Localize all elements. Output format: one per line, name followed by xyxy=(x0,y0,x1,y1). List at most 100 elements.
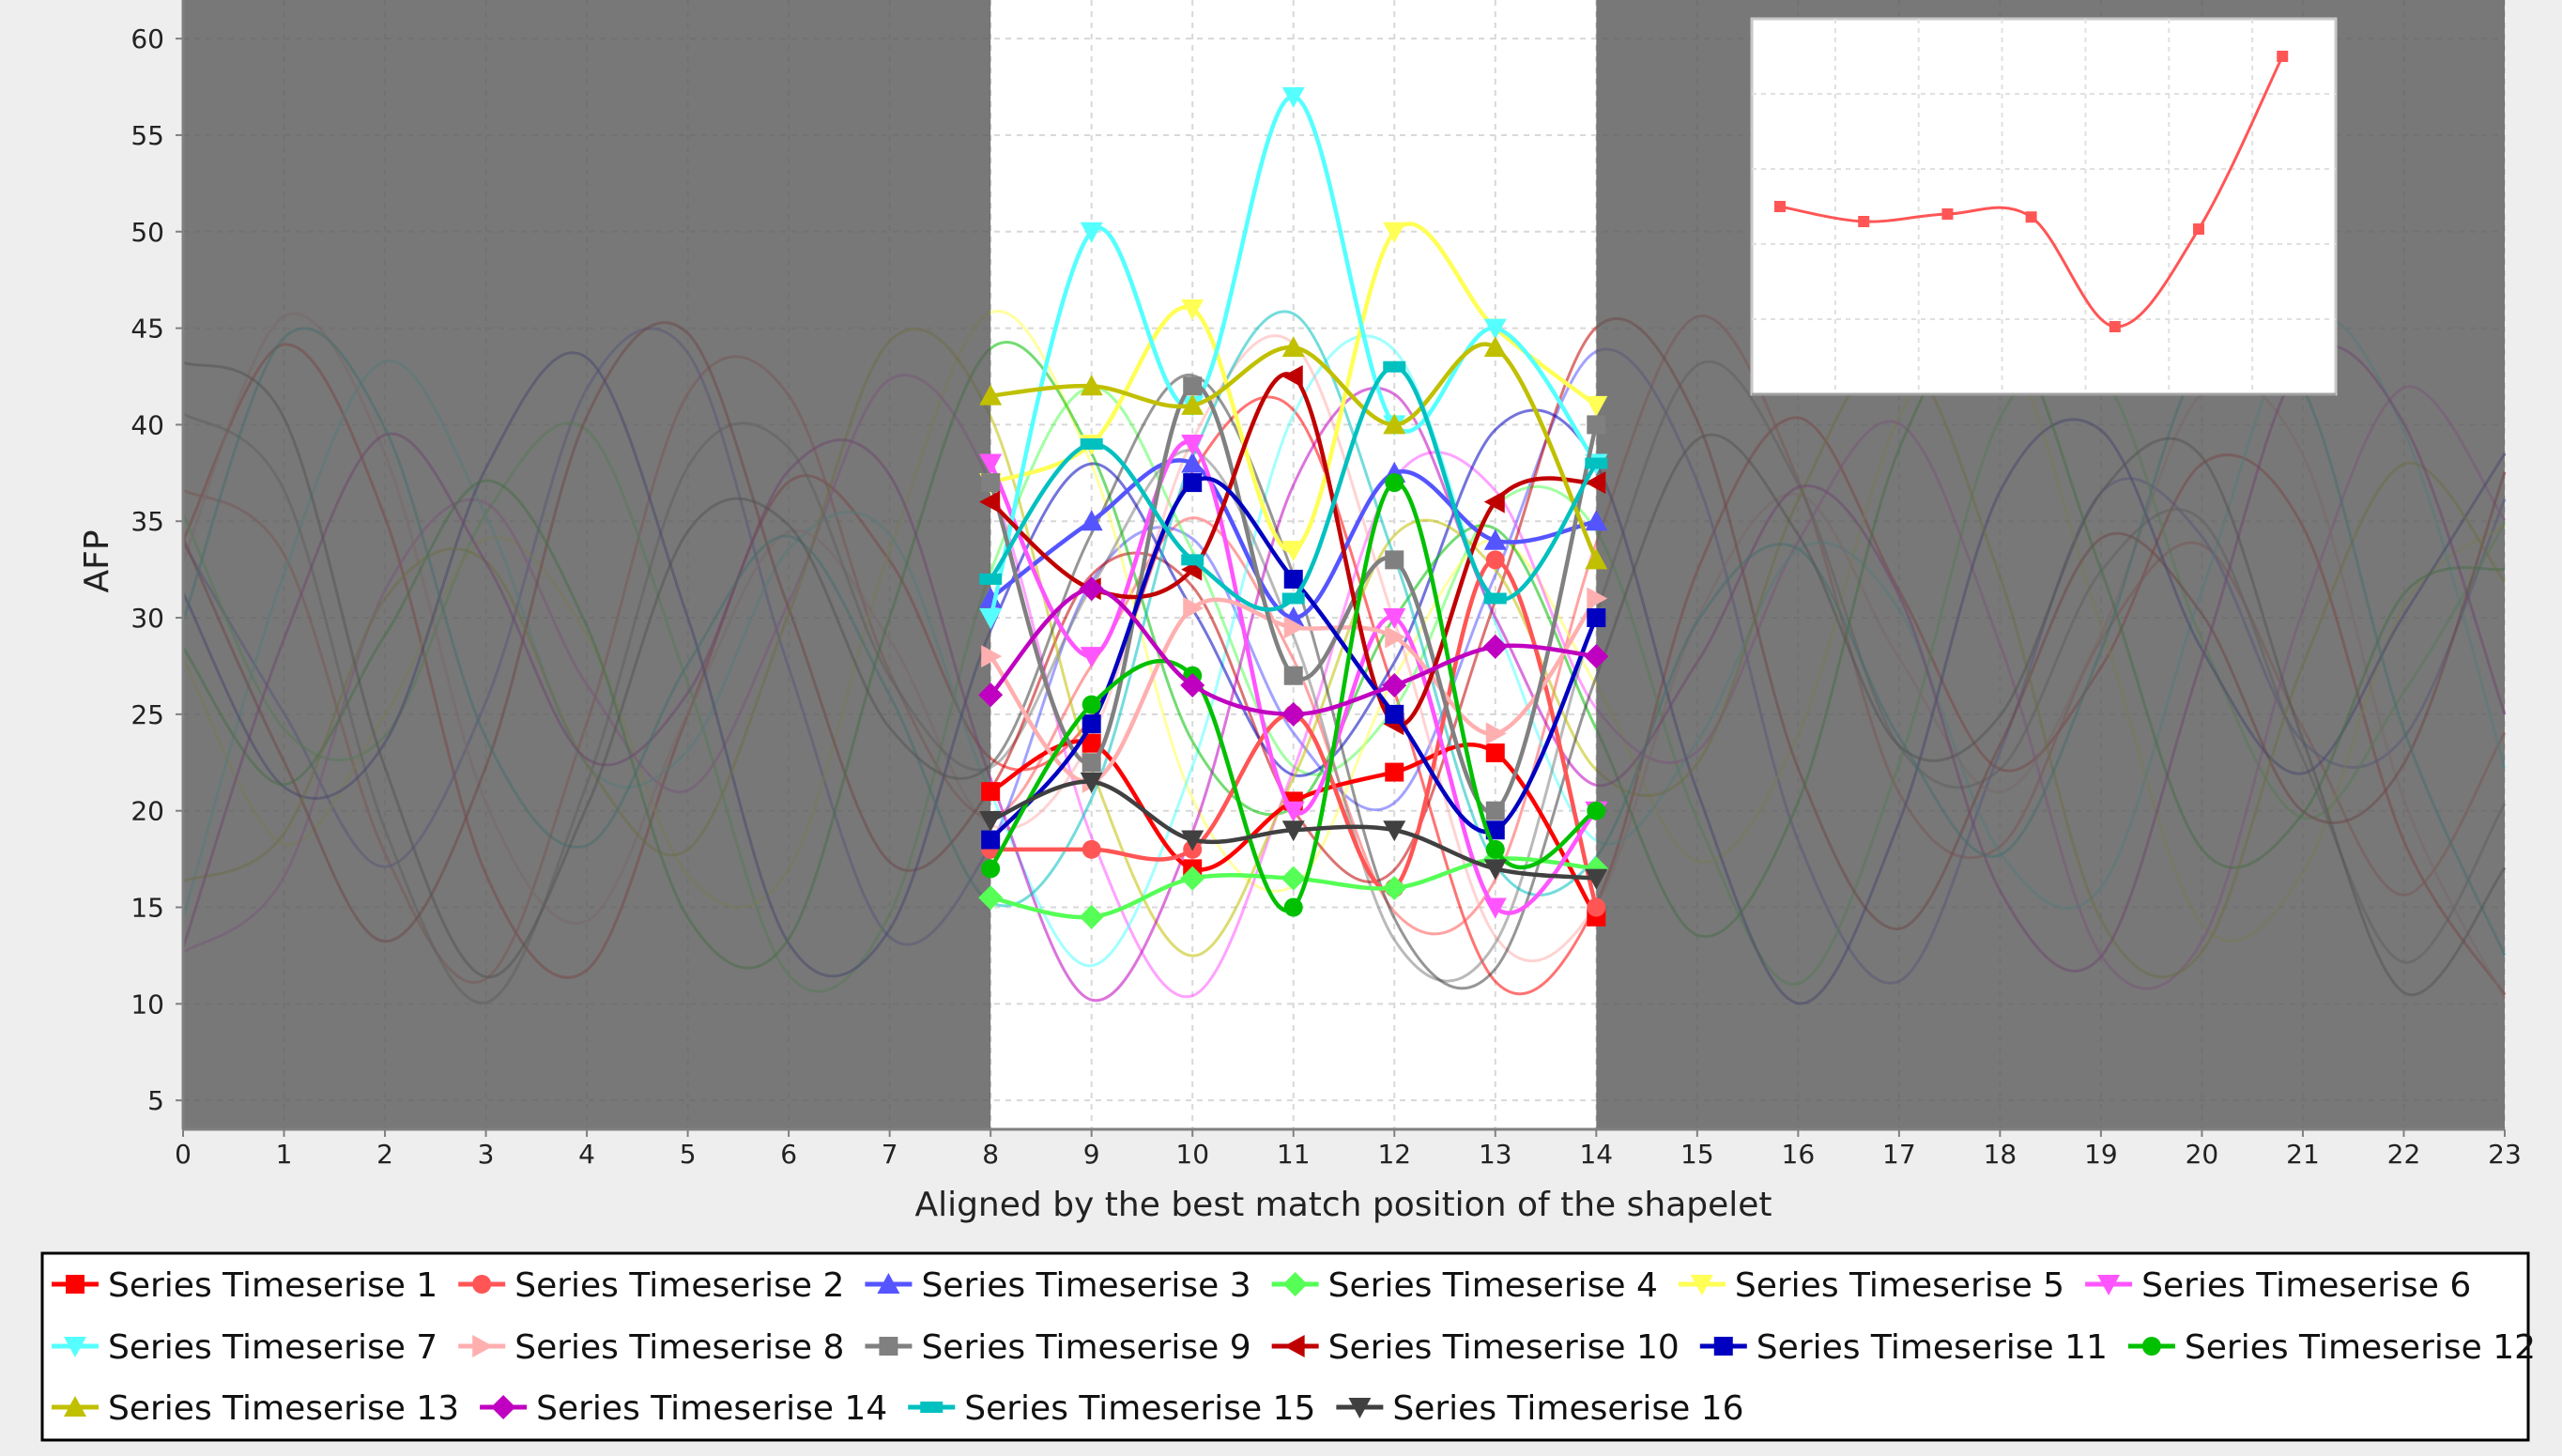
shaded-regions xyxy=(183,0,2505,1129)
data-point xyxy=(1587,587,1608,610)
y-tick-label: 20 xyxy=(130,796,164,827)
data-point xyxy=(1283,616,1305,639)
data-point xyxy=(1183,473,1203,493)
data-point xyxy=(1181,554,1204,566)
data-point xyxy=(1281,86,1305,108)
x-tick-label: 11 xyxy=(1277,1139,1311,1170)
legend-marker xyxy=(877,1273,900,1294)
y-axis-title: AFP xyxy=(78,529,116,592)
data-point xyxy=(1383,413,1406,435)
y-tick-label: 25 xyxy=(130,699,164,730)
y-tick-label: 15 xyxy=(130,893,164,924)
x-tick-label: 18 xyxy=(1984,1139,2017,1170)
data-point xyxy=(1080,647,1103,668)
x-tick-label: 15 xyxy=(1680,1139,1714,1170)
legend-marker xyxy=(1282,1272,1308,1296)
data-point xyxy=(979,384,1003,406)
data-point xyxy=(1079,576,1104,602)
x-tick-label: 13 xyxy=(1479,1139,1512,1170)
data-point xyxy=(1585,510,1608,531)
data-point xyxy=(1585,548,1608,570)
series-line xyxy=(988,94,1599,619)
data-point xyxy=(981,859,1001,879)
legend-marker xyxy=(1713,1337,1733,1356)
legend-marker xyxy=(472,1275,492,1294)
data-point xyxy=(1482,634,1508,659)
legend-item-7: Series Timeserise 7 xyxy=(52,1328,437,1367)
data-point xyxy=(1483,859,1507,881)
x-axis-title: Aligned by the best match position of th… xyxy=(914,1186,1772,1224)
data-point xyxy=(1080,222,1103,243)
data-point xyxy=(1383,608,1406,630)
series-6 xyxy=(979,434,1608,919)
legend-marker xyxy=(1690,1275,1713,1295)
data-point xyxy=(1183,376,1203,396)
data-point xyxy=(1383,222,1406,243)
legend-label: Series Timeserise 9 xyxy=(921,1328,1250,1367)
data-point xyxy=(1281,365,1303,388)
x-tick-label: 20 xyxy=(2186,1139,2219,1170)
inset-data-point xyxy=(2109,321,2121,332)
data-point xyxy=(979,453,1003,475)
data-point xyxy=(1181,452,1204,473)
legend-label: Series Timeserise 6 xyxy=(2141,1266,2471,1305)
data-point xyxy=(1483,529,1507,550)
data-point xyxy=(1385,704,1404,724)
data-point xyxy=(1082,733,1101,753)
legend-marker xyxy=(472,1335,494,1357)
series-13 xyxy=(979,336,1608,570)
legend-label: Series Timeserise 13 xyxy=(108,1389,459,1428)
inset-data-point xyxy=(1941,208,1954,220)
inset-series-line xyxy=(1779,55,2284,329)
legend-label: Series Timeserise 10 xyxy=(1328,1328,1680,1367)
series-11 xyxy=(981,473,1606,850)
legend-label: Series Timeserise 12 xyxy=(2185,1328,2536,1367)
x-tick-label: 2 xyxy=(376,1139,393,1170)
data-point xyxy=(1485,722,1507,745)
inset-data-point xyxy=(1774,201,1786,212)
data-point xyxy=(1082,695,1101,714)
legend-item-5: Series Timeserise 5 xyxy=(1678,1266,2064,1305)
data-point xyxy=(1587,415,1606,435)
legend-label: Series Timeserise 14 xyxy=(536,1389,887,1428)
x-tick-label: 17 xyxy=(1882,1139,1916,1170)
legend-marker xyxy=(879,1337,898,1356)
data-point xyxy=(1181,299,1204,321)
x-tick-label: 14 xyxy=(1579,1139,1613,1170)
x-tick-label: 4 xyxy=(578,1139,595,1170)
inset-chart xyxy=(1750,17,2338,396)
data-point xyxy=(1082,753,1101,773)
legend-marker xyxy=(1283,1335,1305,1357)
legend-label: Series Timeserise 11 xyxy=(1757,1328,2108,1367)
data-point xyxy=(981,473,1001,493)
legend-label: Series Timeserise 4 xyxy=(1328,1266,1658,1305)
y-tick-label: 40 xyxy=(130,409,164,440)
legend-item-16: Series Timeserise 16 xyxy=(1336,1389,1744,1428)
data-point xyxy=(981,782,1001,802)
series-layer xyxy=(978,86,1609,929)
data-point xyxy=(1584,644,1609,669)
legend-item-6: Series Timeserise 6 xyxy=(2085,1266,2471,1305)
data-point xyxy=(1180,673,1205,698)
data-point xyxy=(1281,801,1305,822)
y-tick-label: 55 xyxy=(130,120,164,151)
data-point xyxy=(1483,336,1507,358)
x-tick-label: 1 xyxy=(276,1139,293,1170)
data-point xyxy=(1082,714,1101,734)
data-point xyxy=(1181,393,1204,415)
legend-marker xyxy=(2141,1337,2161,1356)
data-point xyxy=(1080,375,1103,396)
legend-item-1: Series Timeserise 1 xyxy=(52,1266,437,1305)
data-point xyxy=(1383,820,1406,842)
data-point xyxy=(1281,592,1305,605)
x-tick-label: 7 xyxy=(882,1139,898,1170)
y-tick-label: 50 xyxy=(130,217,164,248)
inset-data-point xyxy=(2193,223,2205,235)
data-point xyxy=(1483,897,1507,919)
data-point xyxy=(1281,336,1305,358)
data-point xyxy=(1385,473,1404,493)
series-line xyxy=(989,480,1598,912)
series-14 xyxy=(978,576,1609,727)
legend-label: Series Timeserise 8 xyxy=(514,1328,844,1367)
